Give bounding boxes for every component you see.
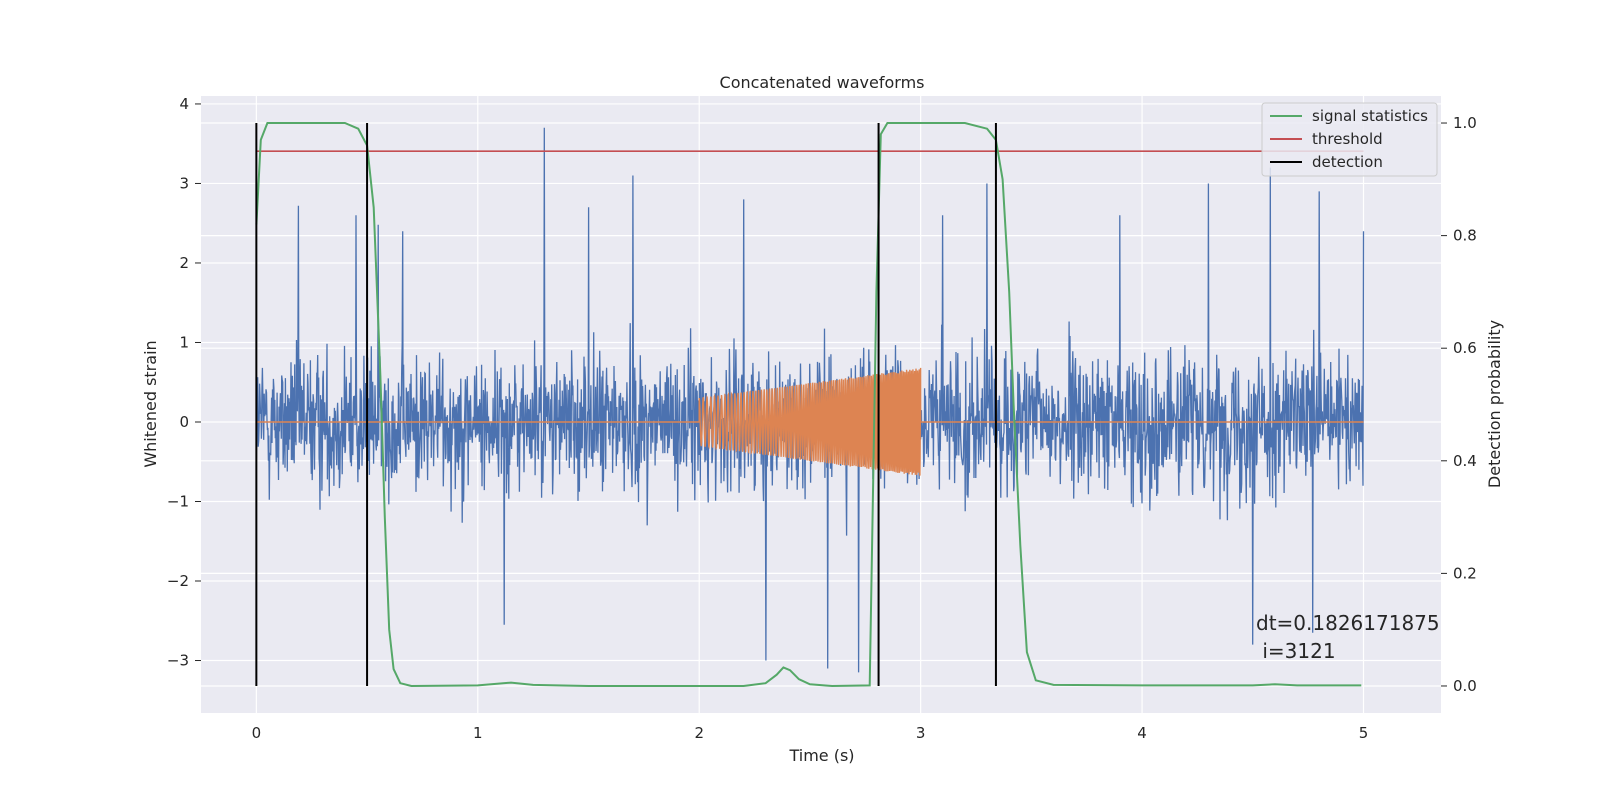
y-tick-label: −2 [167,572,189,590]
x-tick-label: 1 [473,724,483,742]
legend-label-threshold: threshold [1312,130,1383,148]
y-tick-label: 4 [179,95,189,113]
injected-waveform-line [256,367,1364,476]
detection-series [255,123,997,686]
legend-label-signal-statistics: signal statistics [1312,107,1428,125]
x-tick-label: 0 [252,724,262,742]
y-tick-label: −3 [167,652,189,670]
y-axis-label: Whitened strain [141,340,160,467]
legend-label-detection: detection [1312,153,1383,171]
signal-statistics-line [255,122,1362,688]
strain-series [255,127,1365,673]
legend: signal statistics threshold detection [1261,102,1438,177]
x-tick-label: 2 [694,724,704,742]
chart-title: Concatenated waveforms [720,73,925,92]
y-tick-label: 3 [179,174,189,192]
strain-line [255,127,1365,673]
y2-tick-label: 0.8 [1453,227,1477,245]
y2-tick-label: 1.0 [1453,114,1477,132]
y-tick-label: 0 [179,413,189,431]
y2-tick-label: 0.6 [1453,339,1477,357]
y-tick-label: 2 [179,254,189,272]
y2-axis-ticks: 1.0 0.8 0.6 0.4 0.2 0.0 [1441,114,1477,695]
y2-axis-label: Detection probability [1485,320,1504,488]
y-axis-ticks: 4 3 2 1 0 −1 −2 −3 [167,95,201,670]
y-tick-label: 1 [179,333,189,351]
signal-statistics-series [255,122,1362,688]
y2-tick-label: 0.0 [1453,677,1477,695]
injected-waveform-series [256,367,1364,476]
x-tick-label: 3 [916,724,926,742]
x-axis-label: Time (s) [788,746,854,765]
annotation-dt: dt=0.1826171875 [1256,611,1440,635]
y2-tick-label: 0.4 [1453,452,1477,470]
x-axis-ticks: 0 1 2 3 4 5 [252,724,1369,742]
x-tick-label: 5 [1359,724,1369,742]
legend-box [1261,102,1438,177]
y-tick-label: −1 [167,493,189,511]
y2-tick-label: 0.2 [1453,564,1477,582]
x-tick-label: 4 [1137,724,1147,742]
annotation-i: i=3121 [1256,639,1336,663]
